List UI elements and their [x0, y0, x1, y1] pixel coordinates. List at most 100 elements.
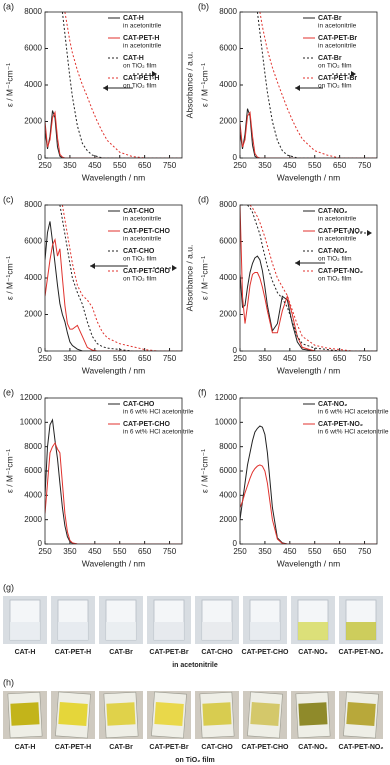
- x-tick-label: 350: [63, 161, 77, 170]
- photo-label: CAT-PET-CHO: [242, 744, 289, 751]
- arrow-head: [295, 260, 300, 266]
- arrow-head: [90, 263, 95, 269]
- y2-axis-label: Absorbance / a.u.: [184, 52, 194, 119]
- x-tick-label: 250: [233, 161, 247, 170]
- y-tick-label: 8000: [24, 442, 42, 451]
- legend-label: CAT-PET-CHO: [123, 421, 170, 428]
- y-tick-label: 2000: [24, 515, 42, 524]
- plot-frame: [239, 397, 378, 545]
- y-axis-label: ε / M⁻¹cm⁻¹: [4, 256, 14, 300]
- y-tick-label: 0: [38, 153, 43, 162]
- x-tick-label: 250: [38, 547, 52, 556]
- x-tick-label: 550: [113, 547, 127, 556]
- y-tick-label: 10000: [215, 417, 238, 426]
- y-tick-label: 6000: [24, 237, 42, 246]
- photo-caption: in acetonitrile: [172, 662, 218, 669]
- plot-lines: [240, 425, 377, 544]
- y-axis-label: ε / M⁻¹cm⁻¹: [199, 449, 209, 493]
- photo-label: CAT-NO₂: [298, 649, 327, 656]
- plot-lines: [240, 12, 377, 158]
- series-line: [249, 205, 377, 351]
- x-axis-label: Wavelength / nm: [82, 172, 145, 182]
- legend-label: CAT-PET-NO₂: [318, 421, 363, 428]
- y-tick-label: 4000: [219, 490, 237, 499]
- y-tick-label: 2000: [219, 310, 237, 319]
- arrow-head: [172, 265, 177, 271]
- legend-label: CAT-PET-Br: [318, 75, 357, 82]
- x-axis-label: Wavelength / nm: [277, 365, 340, 375]
- film: [346, 702, 376, 726]
- series-line: [240, 205, 377, 351]
- panel-label: (b): [198, 1, 209, 11]
- legend-label: CAT-PET-NO₂: [318, 228, 363, 235]
- legend-medium: in acetonitrile: [318, 43, 357, 50]
- x-tick-label: 650: [333, 547, 347, 556]
- series-line: [45, 237, 182, 351]
- arrow-head: [367, 230, 372, 236]
- legend-label: CAT-PET-H: [123, 35, 159, 42]
- y-tick-label: 12000: [20, 393, 43, 402]
- panel-label: (e): [3, 387, 14, 397]
- legend-medium: on TiO₂ film: [123, 63, 157, 70]
- y-tick-label: 8000: [219, 442, 237, 451]
- y-tick-label: 6000: [219, 237, 237, 246]
- x-axis-label: Wavelength / nm: [277, 558, 340, 568]
- x-tick-label: 550: [113, 354, 127, 363]
- x-axis-label: Wavelength / nm: [82, 558, 145, 568]
- x-tick-label: 650: [138, 161, 152, 170]
- legend-label: CAT-PET-H: [123, 75, 159, 82]
- x-tick-label: 350: [63, 547, 77, 556]
- solution: [58, 622, 88, 640]
- solution: [10, 622, 40, 640]
- film: [250, 702, 280, 726]
- photo-label: CAT-Br: [109, 649, 133, 656]
- legend-medium: in acetonitrile: [123, 43, 162, 50]
- solution: [106, 622, 136, 640]
- x-tick-label: 450: [283, 161, 297, 170]
- photo-label: CAT-CHO: [201, 744, 233, 751]
- photo-label: CAT-PET-NO₂: [339, 744, 384, 751]
- legend-medium: in acetonitrile: [123, 216, 162, 223]
- x-tick-label: 350: [258, 547, 272, 556]
- x-axis-label: Wavelength / nm: [82, 365, 145, 375]
- y-tick-label: 6000: [24, 44, 42, 53]
- series-line: [240, 464, 377, 544]
- x-tick-label: 650: [333, 354, 347, 363]
- y-tick-label: 2000: [24, 310, 42, 319]
- solution: [202, 622, 232, 640]
- legend-label: CAT-CHO: [123, 401, 155, 408]
- y-tick-label: 8000: [24, 200, 42, 209]
- x-tick-label: 750: [163, 161, 177, 170]
- photo-label: CAT-PET-H: [55, 744, 91, 751]
- legend-medium: on TiO₂ film: [318, 276, 352, 283]
- legend-medium: on TiO₂ film: [123, 83, 157, 90]
- y-tick-label: 2000: [219, 515, 237, 524]
- x-tick-label: 350: [258, 354, 272, 363]
- x-tick-label: 450: [283, 547, 297, 556]
- photo-label: CAT-PET-Br: [149, 649, 188, 656]
- y-tick-label: 4000: [24, 273, 42, 282]
- legend-medium: in 6 wt% HCl acetonitrile: [123, 429, 194, 436]
- arrow-head: [103, 85, 108, 91]
- x-tick-label: 650: [138, 547, 152, 556]
- photo-label: CAT-Br: [109, 744, 133, 751]
- panel-label: (a): [3, 1, 14, 11]
- photo-label: CAT-CHO: [201, 649, 233, 656]
- x-tick-label: 250: [38, 354, 52, 363]
- plot-frame: [44, 11, 183, 159]
- legend-medium: on TiO₂ film: [318, 256, 352, 263]
- arrow-head: [295, 85, 300, 91]
- y-tick-label: 0: [38, 346, 43, 355]
- legend-label: CAT-PET-Br: [318, 35, 357, 42]
- legend-medium: on TiO₂ film: [123, 276, 157, 283]
- film: [202, 702, 232, 726]
- series-line: [240, 108, 377, 158]
- series-line: [61, 205, 182, 351]
- film: [106, 702, 136, 726]
- x-tick-label: 750: [358, 547, 372, 556]
- film: [58, 702, 88, 726]
- solution: [346, 622, 376, 640]
- photo-label: CAT-PET-NO₂: [339, 649, 384, 656]
- x-tick-label: 550: [113, 161, 127, 170]
- legend-label: CAT-NO₂: [318, 401, 347, 408]
